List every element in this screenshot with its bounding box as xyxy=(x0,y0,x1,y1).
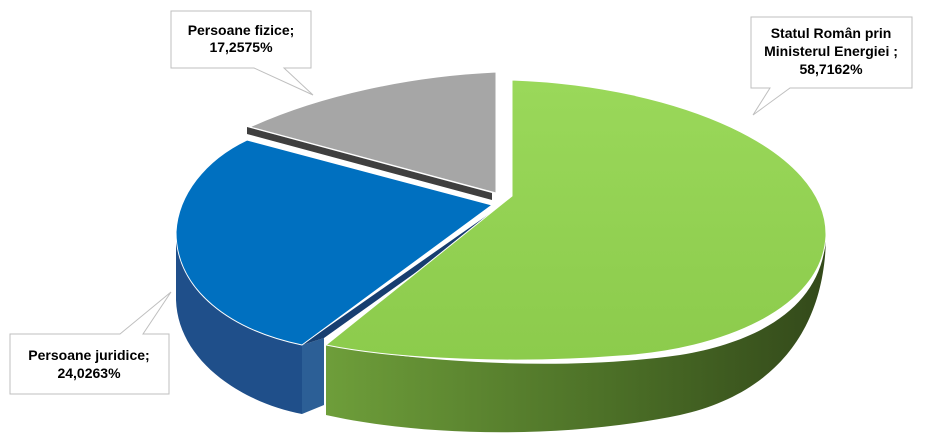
callout-persoane-juridice: Persoane juridice; 24,0263% xyxy=(9,291,172,395)
label-statul-line2: Ministerul Energiei ; xyxy=(764,43,898,59)
label-fizice-value: 17,2575% xyxy=(209,39,273,55)
svg-text:Statul Român prin: Statul Român prin xyxy=(771,25,892,41)
label-juridice-value: 24,0263% xyxy=(57,365,121,381)
callout-box-fizice xyxy=(170,10,314,96)
svg-text:17,2575%: 17,2575% xyxy=(209,39,273,55)
svg-text:24,0263%: 24,0263% xyxy=(57,365,121,381)
callout-persoane-fizice: Persoane fizice; 17,2575% xyxy=(170,10,314,96)
pie-slices xyxy=(175,71,827,361)
data-labels: Persoane fizice; 17,2575% Statul Român p… xyxy=(9,10,913,395)
label-statul-value: 58,7162% xyxy=(799,61,863,77)
callout-statul-roman: Statul Român prin Ministerul Energiei ; … xyxy=(750,16,913,116)
callout-box-statul xyxy=(750,16,913,116)
slice-persoane-juridice xyxy=(175,139,494,346)
label-juridice-line1: Persoane juridice; xyxy=(28,347,149,363)
side-wall-blue-cut xyxy=(302,212,492,345)
svg-text:58,7162%: 58,7162% xyxy=(799,61,863,77)
svg-text:Ministerul Energiei ;: Ministerul Energiei ; xyxy=(764,43,898,59)
side-wall-gray xyxy=(247,127,492,200)
label-statul-line1: Statul Român prin xyxy=(771,25,892,41)
slice-statul-roman xyxy=(324,79,827,361)
slice-persoane-fizice xyxy=(248,71,497,194)
svg-text:Persoane juridice;: Persoane juridice; xyxy=(28,347,149,363)
side-wall-green xyxy=(326,236,826,433)
label-fizice-line1: Persoane fizice; xyxy=(188,22,295,38)
side-wall-blue-inner xyxy=(302,338,324,414)
svg-text:Persoane fizice;: Persoane fizice; xyxy=(188,22,295,38)
callout-box-juridice xyxy=(9,291,172,395)
